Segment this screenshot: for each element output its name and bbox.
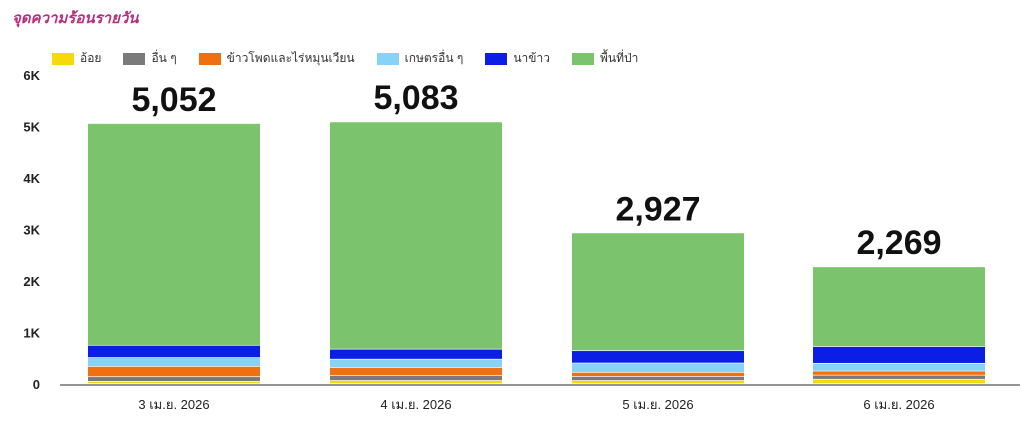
legend-swatch xyxy=(376,52,399,65)
bar-segment xyxy=(572,376,744,381)
bar-segment xyxy=(572,363,744,372)
bar-segment xyxy=(330,122,502,349)
legend-item[interactable]: พื้นที่ป่า xyxy=(571,49,639,68)
x-tick-label: 4 เม.ย. 2026 xyxy=(380,397,451,412)
legend-item[interactable]: อื่น ๆ xyxy=(123,49,177,68)
bar-segment xyxy=(330,349,502,359)
bar-segment xyxy=(572,233,744,351)
legend-label: พื้นที่ป่า xyxy=(599,51,639,65)
bar-segment xyxy=(813,267,985,347)
legend-item[interactable]: ข้าวโพดและไร่หมุนเวียน xyxy=(198,49,355,68)
legend-label: เกษตรอื่น ๆ xyxy=(404,51,464,65)
y-tick-label: 1K xyxy=(23,326,40,341)
bar-segment xyxy=(813,379,985,384)
bar-segment xyxy=(330,380,502,384)
y-tick-label: 6K xyxy=(23,68,40,83)
y-tick-label: 2K xyxy=(23,274,40,289)
bar-segment xyxy=(572,351,744,363)
y-tick-label: 5K xyxy=(23,120,40,135)
bar-segment xyxy=(330,375,502,381)
y-tick-label: 4K xyxy=(23,171,40,186)
legend-label: นาข้าว xyxy=(513,51,550,65)
legend: อ้อย อื่น ๆ ข้าวโพดและไร่หมุนเวียน เกษตรอื่… xyxy=(52,49,638,68)
x-tick-label: 6 เม.ย. 2026 xyxy=(863,397,934,412)
legend-swatch xyxy=(198,52,221,65)
bar-segment xyxy=(88,377,260,381)
legend-item[interactable]: เกษตรอื่น ๆ xyxy=(376,49,464,68)
bar-segment xyxy=(572,372,744,377)
bar-segment xyxy=(330,367,502,376)
data-label-total: 5,052 xyxy=(131,81,216,119)
y-tick-label: 3K xyxy=(23,223,40,238)
chart-title: จุดความร้อนรายวัน xyxy=(12,10,139,27)
x-tick-label: 5 เม.ย. 2026 xyxy=(622,397,693,412)
y-tick-label: 0 xyxy=(33,377,40,392)
bar-segment xyxy=(813,371,985,375)
legend-label: อื่น ๆ xyxy=(151,51,177,65)
data-label-total: 5,083 xyxy=(373,79,458,117)
bar-segment xyxy=(88,357,260,367)
legend-item[interactable]: นาข้าว xyxy=(485,49,550,68)
legend-label: ข้าวโพดและไร่หมุนเวียน xyxy=(226,51,355,65)
bar-segment xyxy=(88,381,260,384)
legend-label: อ้อย xyxy=(80,51,102,65)
bar-segment xyxy=(813,375,985,379)
legend-swatch xyxy=(123,52,146,65)
legend-swatch xyxy=(52,52,74,65)
bar-segment xyxy=(813,363,985,371)
bar-segment xyxy=(572,380,744,384)
x-tick-label: 3 เม.ย. 2026 xyxy=(138,397,209,412)
bar-segment xyxy=(88,345,260,358)
bar-segment xyxy=(88,366,260,377)
data-label-total: 2,269 xyxy=(856,224,941,262)
data-label-total: 2,927 xyxy=(615,190,700,228)
legend-swatch xyxy=(485,52,508,65)
bar-segment xyxy=(330,359,502,368)
bar-segment xyxy=(813,346,985,363)
bar-segment xyxy=(88,123,260,345)
legend-item[interactable]: อ้อย xyxy=(52,49,101,68)
legend-swatch xyxy=(571,52,594,65)
